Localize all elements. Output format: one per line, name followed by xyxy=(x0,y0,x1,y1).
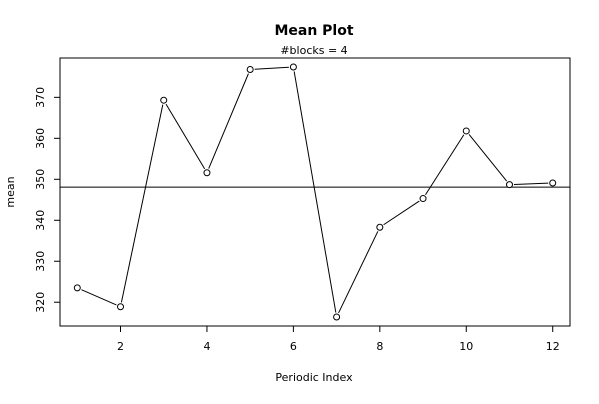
chart-marks: 2 4 6 8 10 12 320 330 340 350 360 370 xyxy=(34,63,570,353)
series-line-segment xyxy=(81,289,117,306)
series-line-segment xyxy=(383,200,420,226)
plot-area-frame xyxy=(59,57,571,327)
data-point xyxy=(419,195,427,203)
data-point xyxy=(246,65,254,73)
data-point xyxy=(376,223,384,231)
y-tick-label: 370 xyxy=(34,87,47,108)
data-point xyxy=(289,63,297,71)
series-line-segment xyxy=(254,66,289,70)
series-line-segment xyxy=(293,71,337,313)
x-axis-label: Periodic Index xyxy=(275,371,353,384)
data-point xyxy=(505,181,513,189)
series-line-segment xyxy=(468,134,508,182)
data-point xyxy=(117,303,125,311)
x-tick-label: 4 xyxy=(203,340,210,353)
x-tick-label: 2 xyxy=(117,340,124,353)
series-line-segment xyxy=(165,103,206,170)
series-line-segment xyxy=(120,104,164,303)
y-tick-label: 330 xyxy=(34,251,47,272)
y-axis-label: mean xyxy=(4,176,17,207)
series-line-segment xyxy=(208,73,249,169)
data-point xyxy=(333,313,341,321)
series-line-segment xyxy=(425,134,465,196)
data-point xyxy=(203,169,211,177)
y-tick-label: 320 xyxy=(34,292,47,313)
data-point xyxy=(462,127,470,135)
y-tick-label: 350 xyxy=(34,169,47,190)
x-tick-label: 12 xyxy=(546,340,560,353)
x-tick-label: 6 xyxy=(290,340,297,353)
data-point xyxy=(160,96,168,104)
chart-subtitle: #blocks = 4 xyxy=(280,44,347,57)
series-line-segment xyxy=(513,182,549,185)
data-point xyxy=(73,284,81,292)
y-tick-label: 360 xyxy=(34,128,47,149)
y-tick-label: 340 xyxy=(34,210,47,231)
x-tick-label: 8 xyxy=(376,340,383,353)
x-tick-label: 10 xyxy=(459,340,473,353)
series-line-segment xyxy=(338,231,379,314)
data-point xyxy=(549,179,557,187)
chart-title: Mean Plot xyxy=(274,23,353,39)
